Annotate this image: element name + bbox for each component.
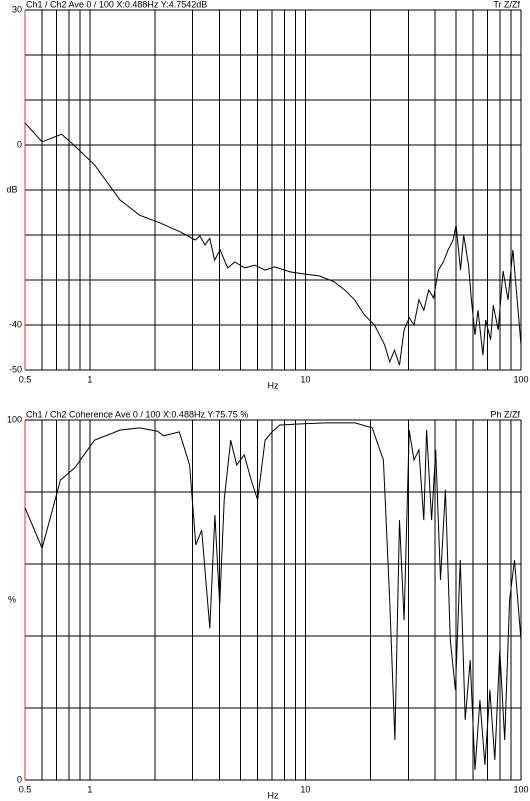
- y-axis-label: dB: [6, 184, 17, 194]
- mode-label: Tr Z/Zf: [493, 0, 520, 9]
- x-tick-label: 1: [87, 374, 92, 384]
- chart-header: Ch1 / Ch2 Coherence Ave 0 / 100 X:0.488H…: [26, 409, 248, 419]
- x-tick-label: 0.5: [19, 784, 32, 794]
- mode-label: Ph Z/Zf: [490, 409, 520, 419]
- y-tick-label: 30: [12, 4, 22, 14]
- x-tick-label: 10: [300, 784, 310, 794]
- y-tick-label: -40: [9, 319, 22, 329]
- x-tick-label: 1: [87, 784, 92, 794]
- y-tick-label: -50: [9, 364, 22, 374]
- x-tick-label: 100: [513, 784, 528, 794]
- y-axis-label: %: [8, 594, 16, 604]
- y-tick-label: 100: [7, 414, 22, 424]
- x-tick-label: 100: [513, 374, 528, 384]
- x-axis-label: Hz: [268, 380, 279, 390]
- data-line: [24, 122, 522, 366]
- chart-header: Ch1 / Ch2 Ave 0 / 100 X:0.488Hz Y:4.7542…: [26, 0, 207, 9]
- x-tick-label: 10: [300, 374, 310, 384]
- y-tick-label: 0: [17, 774, 22, 784]
- data-line: [24, 422, 522, 770]
- x-tick-label: 0.5: [19, 374, 32, 384]
- x-axis-label: Hz: [268, 790, 279, 800]
- y-tick-label: 0: [17, 139, 22, 149]
